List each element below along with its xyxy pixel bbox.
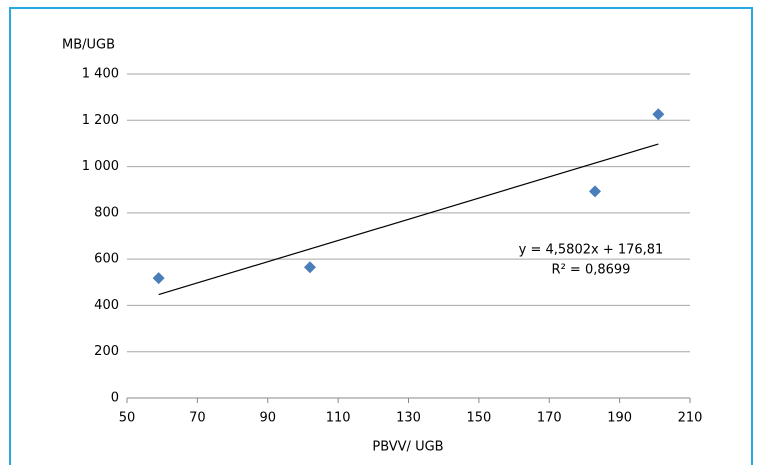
trendline-r-squared: R² = 0,8699 (552, 263, 631, 278)
x-tick-label: 70 (189, 411, 206, 426)
point (152, 272, 165, 285)
x-tick-label: 50 (119, 411, 136, 426)
y-tick-label: 200 (94, 344, 119, 359)
x-axis-label: PBVV/ UGB (372, 440, 443, 455)
x-tick-label: 130 (396, 411, 421, 426)
y-tick-label: 800 (94, 205, 119, 220)
x-tick-label: 210 (678, 411, 703, 426)
point (588, 185, 601, 198)
x-tick-label: 150 (466, 411, 491, 426)
frame-left (9, 7, 11, 465)
y-tick-label: 1 400 (82, 67, 119, 82)
x-tick-label: 190 (607, 411, 632, 426)
point (303, 261, 316, 274)
y-tick-label: 0 (111, 391, 119, 406)
trendline (158, 143, 659, 296)
y-tick-label: 600 (94, 252, 119, 267)
y-tick-label: 400 (94, 298, 119, 313)
x-tick-label: 170 (537, 411, 562, 426)
y-axis-label: MB/UGB (62, 38, 115, 53)
y-tick-label: 1 000 (82, 159, 119, 174)
trendline-equation: y = 4,5802x + 176,81 (519, 243, 664, 258)
x-tick-label: 90 (259, 411, 276, 426)
frame-right (751, 7, 753, 465)
point (652, 108, 665, 121)
x-tick-label: 110 (326, 411, 351, 426)
y-tick-label: 1 200 (82, 113, 119, 128)
frame-top (9, 7, 753, 9)
